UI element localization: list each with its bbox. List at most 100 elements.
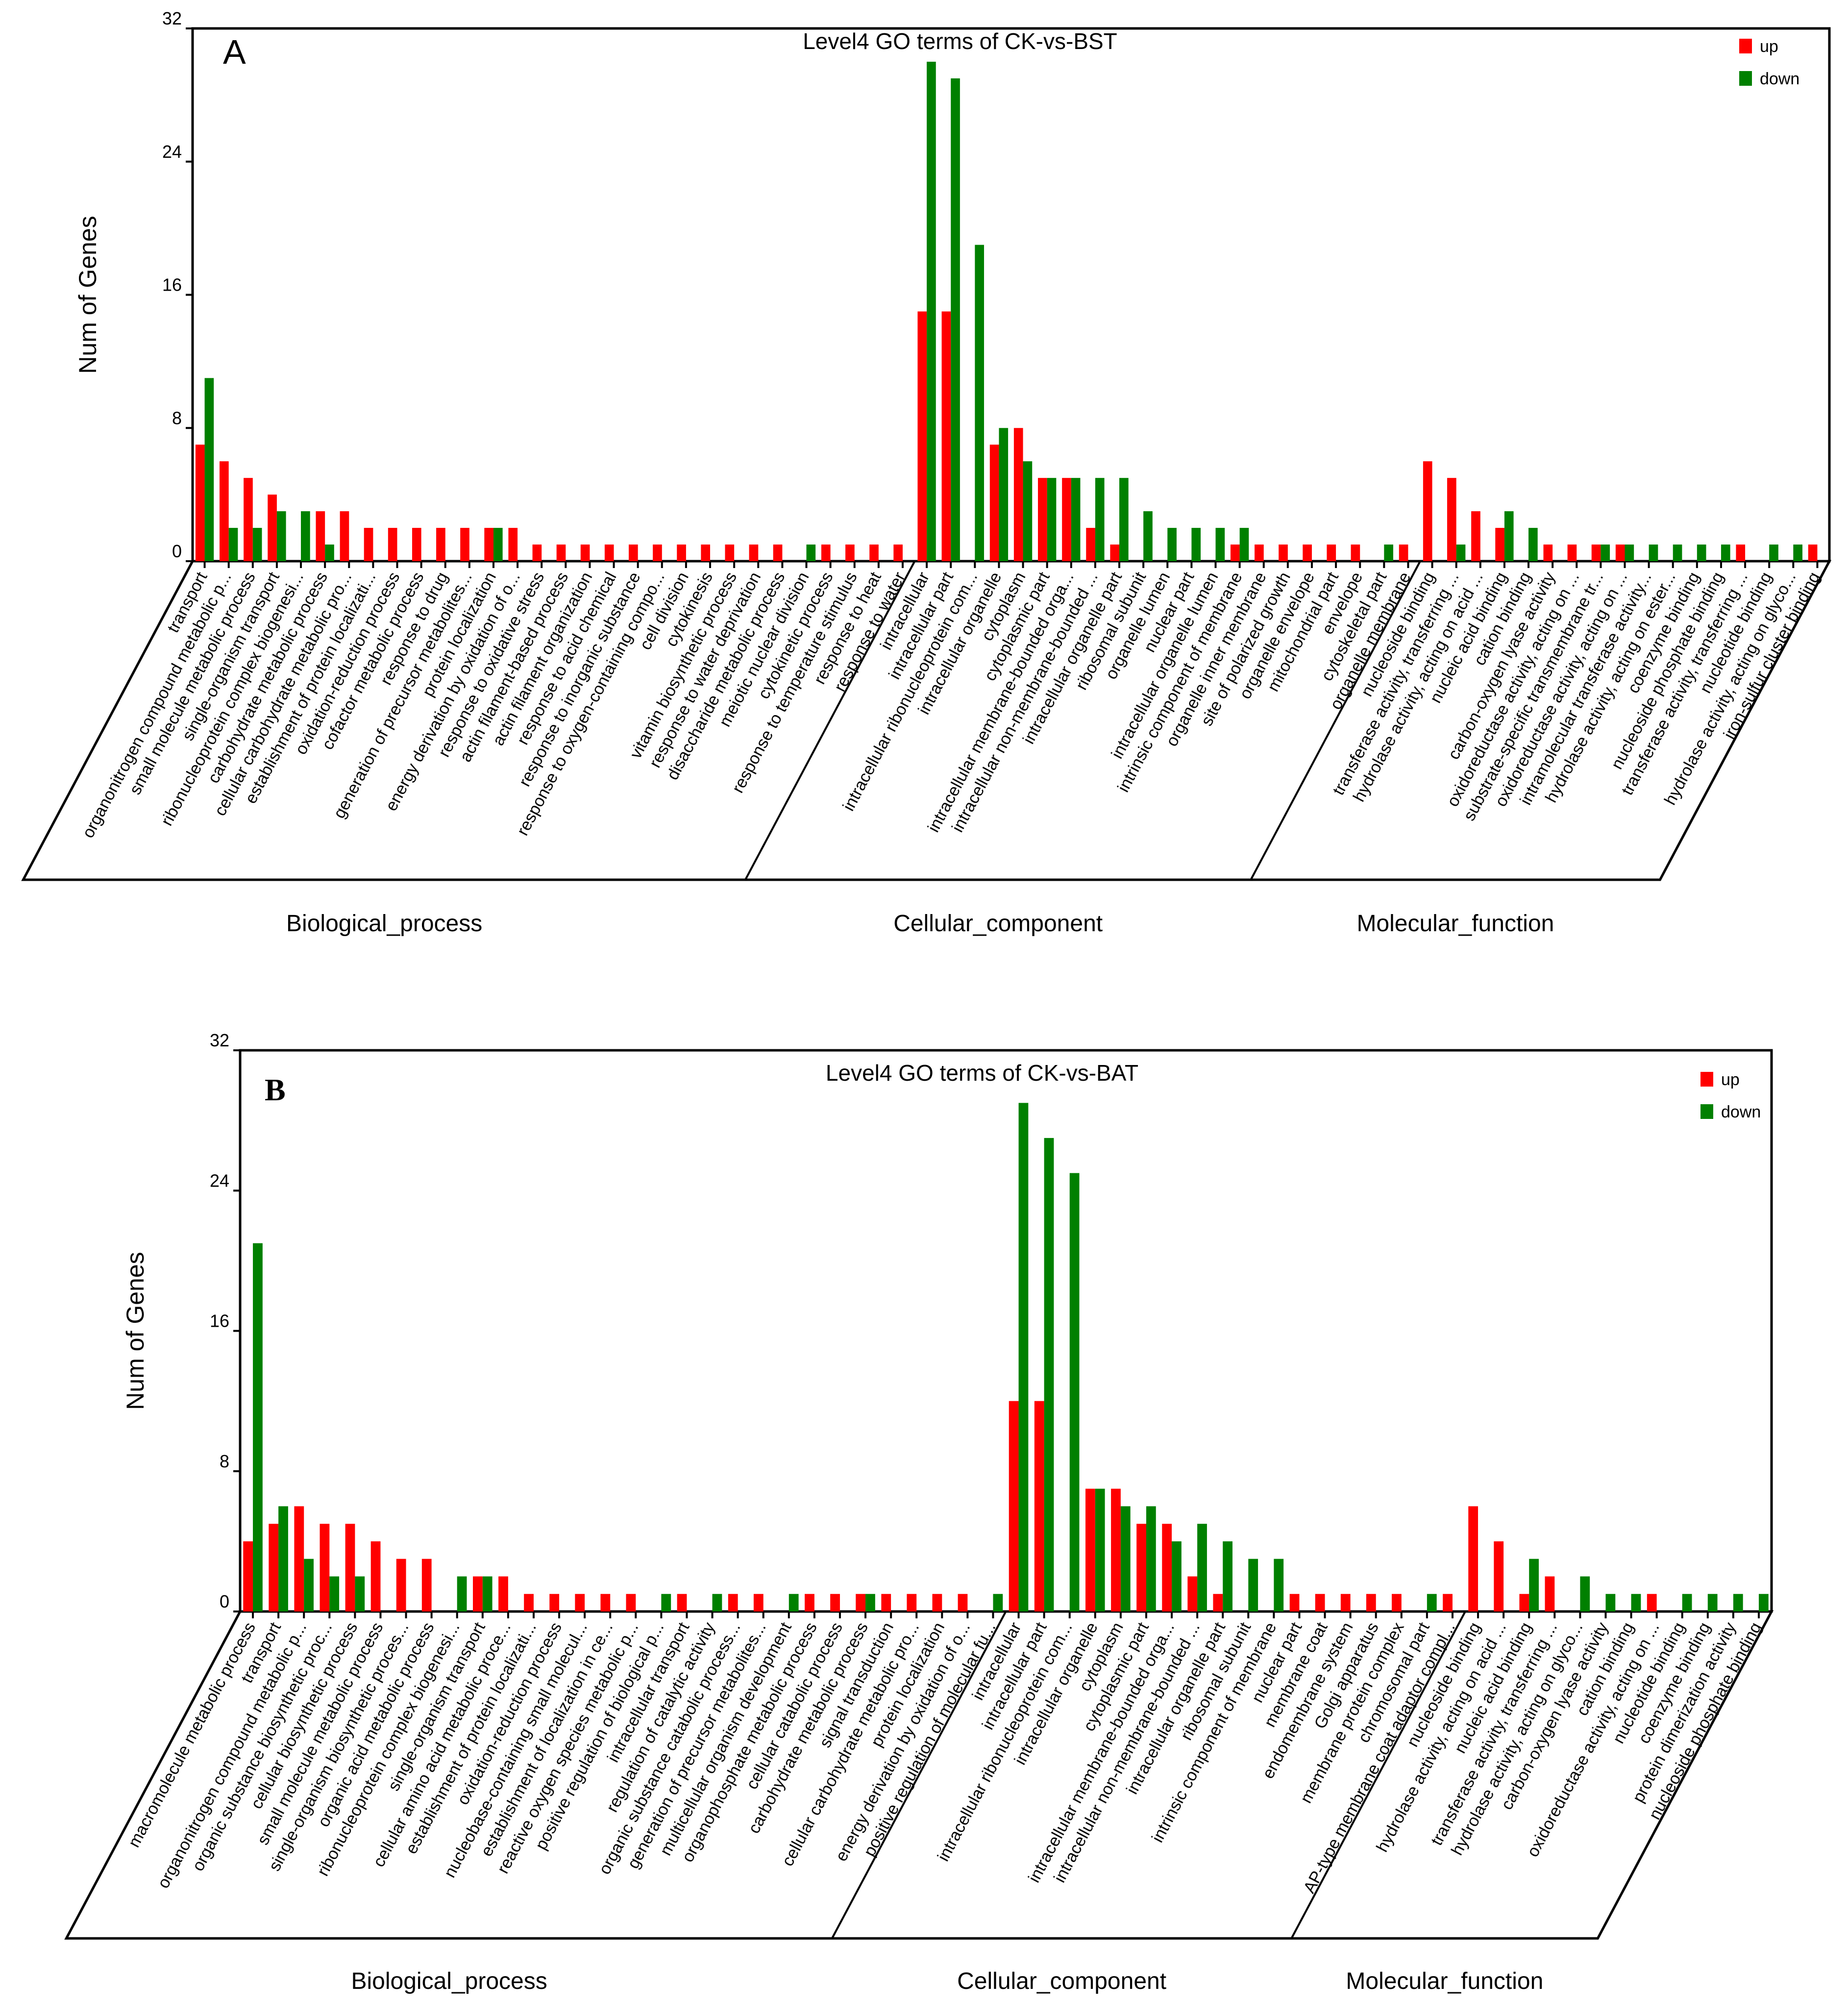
bar-up xyxy=(653,545,662,561)
group-divider xyxy=(1250,561,1421,880)
bar-up xyxy=(773,545,783,561)
bar-up xyxy=(856,1594,866,1611)
bar-down xyxy=(1649,545,1658,561)
bar-up xyxy=(316,511,325,561)
bar-up xyxy=(701,545,711,561)
bar-up xyxy=(556,545,566,561)
bar-down xyxy=(325,545,334,561)
bar-up xyxy=(1340,1594,1351,1611)
bar-down xyxy=(1456,545,1466,561)
bar-up xyxy=(629,545,638,561)
bar-up xyxy=(1468,1506,1478,1611)
bar-down xyxy=(1697,545,1706,561)
legend-label: down xyxy=(1721,1103,1761,1121)
y-tick-label: 32 xyxy=(162,8,182,28)
bar-up xyxy=(575,1594,585,1611)
bar-up xyxy=(195,445,205,561)
y-tick-label: 24 xyxy=(162,142,182,162)
bar-down xyxy=(1239,528,1249,561)
bar-up xyxy=(484,528,493,561)
bar-up xyxy=(364,528,373,561)
bar-up xyxy=(294,1506,304,1611)
chart-panel-B: 0 8 16 24 32 Num of Genes Level4 GO terms of C… xyxy=(64,1030,1774,1994)
bar-down xyxy=(276,511,286,561)
bar-up xyxy=(932,1594,942,1611)
bar-down xyxy=(1769,545,1778,561)
bar-up xyxy=(1808,545,1818,561)
bar-up xyxy=(1423,461,1432,561)
bar-down xyxy=(806,545,816,561)
bar-up xyxy=(1591,545,1601,561)
bar-down xyxy=(951,78,960,561)
bar-up xyxy=(1399,545,1408,561)
bar-down xyxy=(1069,1173,1080,1611)
legend-swatch-up xyxy=(1739,39,1752,53)
bar-down xyxy=(1023,461,1033,561)
bar-up xyxy=(600,1594,611,1611)
bar-up xyxy=(1213,1594,1223,1611)
bar-down xyxy=(1427,1594,1437,1611)
bar-up xyxy=(1736,545,1746,561)
plot-frame xyxy=(239,1049,1773,1613)
bar-up xyxy=(243,1541,253,1611)
bar-up xyxy=(412,528,421,561)
bar-up xyxy=(1038,478,1047,561)
bar-up xyxy=(1315,1594,1325,1611)
bar-up xyxy=(604,545,614,561)
bar-up xyxy=(1495,528,1504,561)
legend-label: up xyxy=(1760,37,1778,56)
y-tick-label: 8 xyxy=(220,1451,229,1471)
bar-down xyxy=(228,528,238,561)
bar-up xyxy=(421,1559,432,1611)
bar-down xyxy=(1758,1594,1769,1611)
bar-up xyxy=(396,1559,406,1611)
bar-up xyxy=(830,1594,840,1611)
bar-down xyxy=(204,378,214,561)
bar-up xyxy=(728,1594,738,1611)
bar-down xyxy=(993,1594,1003,1611)
bar-up xyxy=(1392,1594,1402,1611)
bar-down xyxy=(1191,528,1201,561)
bar-up xyxy=(320,1524,330,1611)
y-tick-label: 24 xyxy=(210,1170,229,1190)
bar-down xyxy=(1146,1506,1156,1611)
panel-label: B xyxy=(265,1072,286,1107)
bar-up xyxy=(340,511,349,561)
bar-down xyxy=(301,511,310,561)
bar-down xyxy=(1215,528,1225,561)
bar-up xyxy=(1519,1594,1529,1611)
bar-up xyxy=(917,311,927,561)
y-tick-label: 0 xyxy=(220,1591,229,1611)
bar-down xyxy=(278,1506,288,1611)
y-axis-label: Num of Genes xyxy=(122,1252,149,1410)
bar-down xyxy=(865,1594,875,1611)
bar-up xyxy=(1543,545,1553,561)
bar-up xyxy=(845,545,855,561)
bar-up xyxy=(677,1594,687,1611)
bar-up xyxy=(749,545,759,561)
bar-up xyxy=(498,1576,508,1611)
bar-down xyxy=(1733,1594,1743,1611)
bar-up xyxy=(626,1594,636,1611)
bar-down xyxy=(1793,545,1802,561)
bar-down xyxy=(1047,478,1057,561)
bar-up xyxy=(1303,545,1312,561)
bar-up xyxy=(1289,1594,1300,1611)
y-tick-label: 32 xyxy=(210,1030,229,1050)
bar-up xyxy=(1255,545,1264,561)
bar-up xyxy=(893,545,903,561)
bar-up xyxy=(907,1594,917,1611)
bar-up xyxy=(1085,1488,1095,1611)
chart-panel-A: 0 8 16 24 32 Num of Genes Level4 GO terms of C… xyxy=(21,8,1832,937)
bar-down xyxy=(1625,545,1634,561)
bar-down xyxy=(1223,1541,1232,1611)
chart-title: Level4 GO terms of CK-vs-BAT xyxy=(826,1060,1138,1086)
bar-up xyxy=(1471,511,1480,561)
legend-label: up xyxy=(1721,1070,1740,1089)
bar-down xyxy=(1504,511,1514,561)
bar-down xyxy=(355,1576,365,1611)
bar-down xyxy=(1601,545,1610,561)
group-label: Cellular_component xyxy=(957,1968,1166,1994)
bar-down xyxy=(927,61,936,561)
legend-swatch-down xyxy=(1739,71,1752,86)
